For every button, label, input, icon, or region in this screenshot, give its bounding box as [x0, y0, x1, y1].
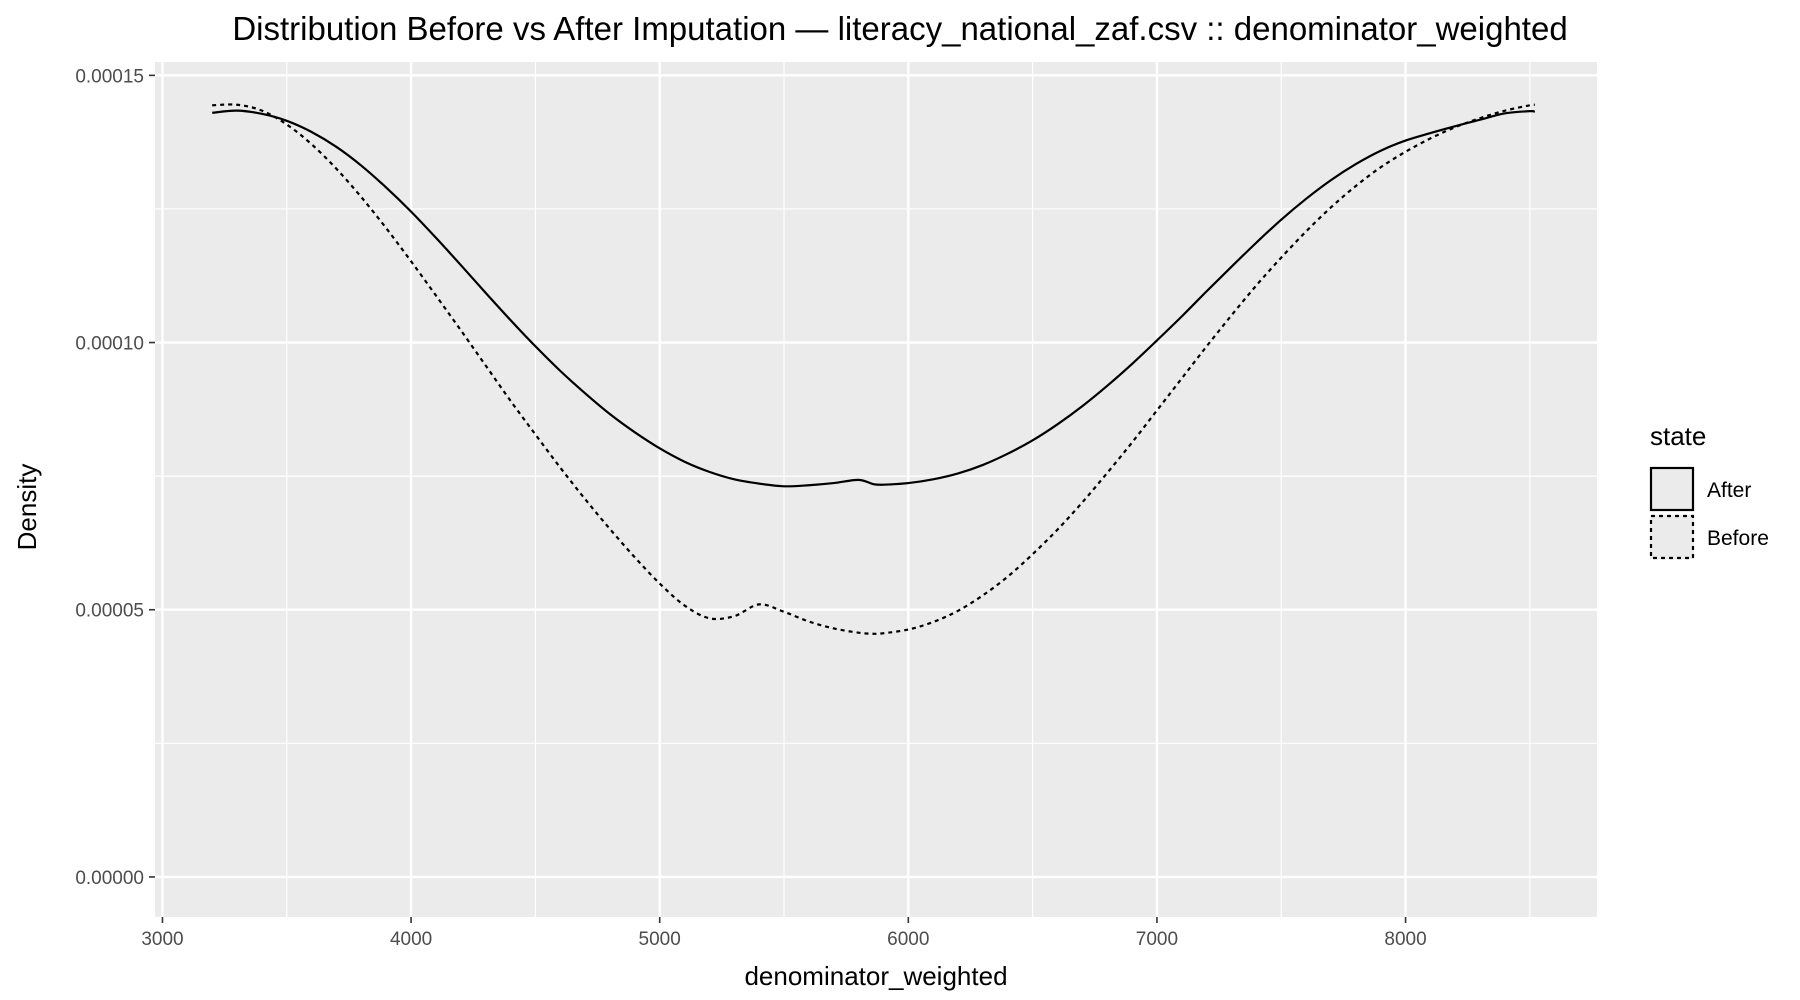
y-tick-label: 0.00000 — [75, 868, 144, 889]
series-layer — [212, 103, 1536, 635]
legend-entries: After Before — [1649, 466, 1769, 560]
chart-title: Distribution Before vs After Imputation … — [232, 10, 1567, 47]
legend-label-before: Before — [1707, 527, 1769, 550]
minor-grid — [155, 62, 1597, 917]
x-tick-label: 6000 — [887, 929, 929, 950]
y-axis: 0.00000 0.00005 0.00010 0.00015 — [75, 66, 155, 889]
series-after-line — [212, 109, 1536, 488]
x-axis-title: denominator_weighted — [744, 961, 1007, 991]
legend-label-after: After — [1707, 479, 1751, 502]
y-tick-label: 0.00005 — [75, 601, 144, 622]
legend-key-before — [1650, 515, 1694, 559]
x-axis: 3000 4000 5000 6000 7000 8000 — [141, 917, 1427, 950]
major-grid — [155, 62, 1597, 917]
x-tick-label: 3000 — [141, 929, 183, 950]
legend-swatch-before — [1649, 514, 1695, 560]
y-axis-title: Density — [12, 464, 42, 551]
plot-panel — [155, 62, 1597, 917]
legend-swatch-after — [1649, 466, 1695, 512]
legend-key-after — [1650, 467, 1694, 511]
y-tick-label: 0.00015 — [75, 66, 144, 87]
y-tick-label: 0.00010 — [75, 334, 144, 355]
x-tick-label: 4000 — [390, 929, 432, 950]
x-tick-label: 8000 — [1384, 929, 1426, 950]
x-tick-label: 5000 — [639, 929, 681, 950]
legend: state After Before — [1649, 421, 1769, 560]
legend-title: state — [1650, 421, 1706, 451]
x-tick-label: 7000 — [1136, 929, 1178, 950]
